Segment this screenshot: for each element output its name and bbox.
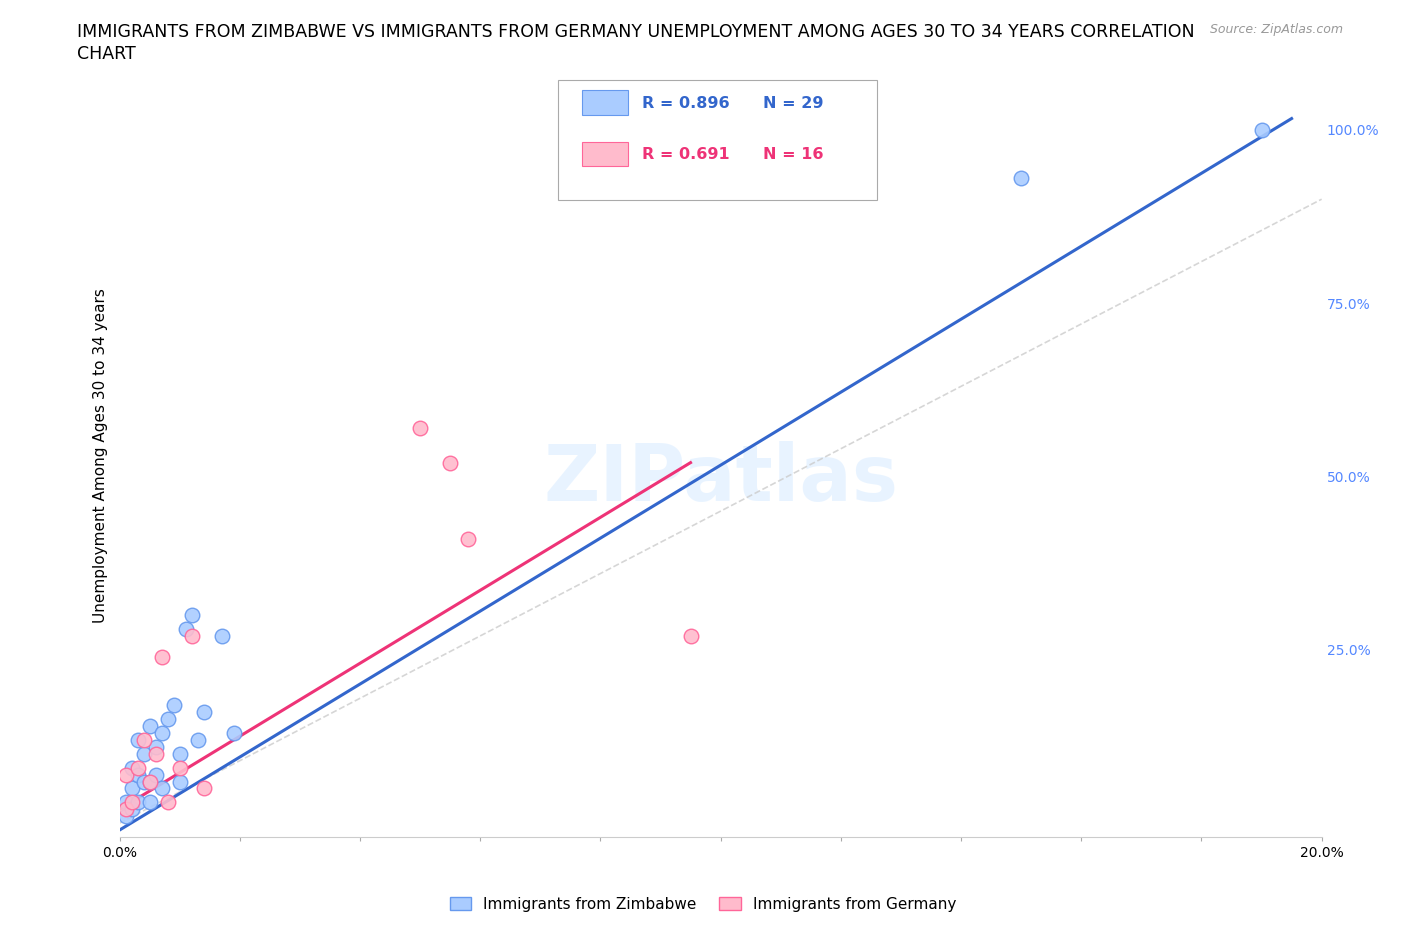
Point bbox=[132, 774, 155, 789]
Point bbox=[114, 809, 136, 824]
Text: ZIPatlas: ZIPatlas bbox=[543, 441, 898, 516]
Point bbox=[127, 733, 149, 748]
Text: R = 0.691: R = 0.691 bbox=[643, 147, 730, 162]
Text: CHART: CHART bbox=[77, 45, 136, 62]
Point bbox=[138, 774, 160, 789]
Point bbox=[150, 781, 173, 796]
Point bbox=[145, 747, 167, 762]
Point bbox=[193, 705, 215, 720]
Point bbox=[132, 747, 155, 762]
Point bbox=[1010, 171, 1032, 186]
Point bbox=[121, 781, 143, 796]
Point bbox=[1250, 123, 1272, 138]
Text: N = 16: N = 16 bbox=[762, 147, 823, 162]
Point bbox=[121, 795, 143, 810]
Point bbox=[187, 733, 209, 748]
Point bbox=[156, 795, 179, 810]
Point bbox=[162, 698, 184, 712]
Point bbox=[174, 621, 197, 636]
Point bbox=[150, 725, 173, 740]
FancyBboxPatch shape bbox=[582, 141, 628, 166]
Point bbox=[193, 781, 215, 796]
Point bbox=[409, 420, 432, 435]
Point bbox=[439, 455, 461, 470]
Point bbox=[138, 719, 160, 734]
Point bbox=[114, 767, 136, 782]
Point bbox=[127, 760, 149, 775]
Point bbox=[150, 649, 173, 664]
Point bbox=[121, 802, 143, 817]
Point bbox=[169, 747, 191, 762]
FancyBboxPatch shape bbox=[582, 90, 628, 114]
Point bbox=[114, 795, 136, 810]
Point bbox=[127, 795, 149, 810]
Point bbox=[127, 767, 149, 782]
Point bbox=[138, 774, 160, 789]
Point bbox=[180, 607, 202, 622]
Text: IMMIGRANTS FROM ZIMBABWE VS IMMIGRANTS FROM GERMANY UNEMPLOYMENT AMONG AGES 30 T: IMMIGRANTS FROM ZIMBABWE VS IMMIGRANTS F… bbox=[77, 23, 1195, 41]
Point bbox=[156, 711, 179, 726]
Point bbox=[145, 767, 167, 782]
Text: Source: ZipAtlas.com: Source: ZipAtlas.com bbox=[1209, 23, 1343, 36]
Point bbox=[121, 760, 143, 775]
Text: R = 0.896: R = 0.896 bbox=[643, 96, 730, 111]
Point bbox=[211, 629, 233, 644]
FancyBboxPatch shape bbox=[558, 80, 877, 200]
Point bbox=[679, 629, 702, 644]
Point bbox=[222, 725, 245, 740]
Legend: Immigrants from Zimbabwe, Immigrants from Germany: Immigrants from Zimbabwe, Immigrants fro… bbox=[443, 891, 963, 918]
Point bbox=[169, 760, 191, 775]
Y-axis label: Unemployment Among Ages 30 to 34 years: Unemployment Among Ages 30 to 34 years bbox=[93, 288, 108, 623]
Text: N = 29: N = 29 bbox=[762, 96, 823, 111]
Point bbox=[145, 739, 167, 754]
Point bbox=[457, 531, 479, 546]
Point bbox=[180, 629, 202, 644]
Point bbox=[138, 795, 160, 810]
Point bbox=[169, 774, 191, 789]
Point bbox=[132, 733, 155, 748]
Point bbox=[114, 802, 136, 817]
